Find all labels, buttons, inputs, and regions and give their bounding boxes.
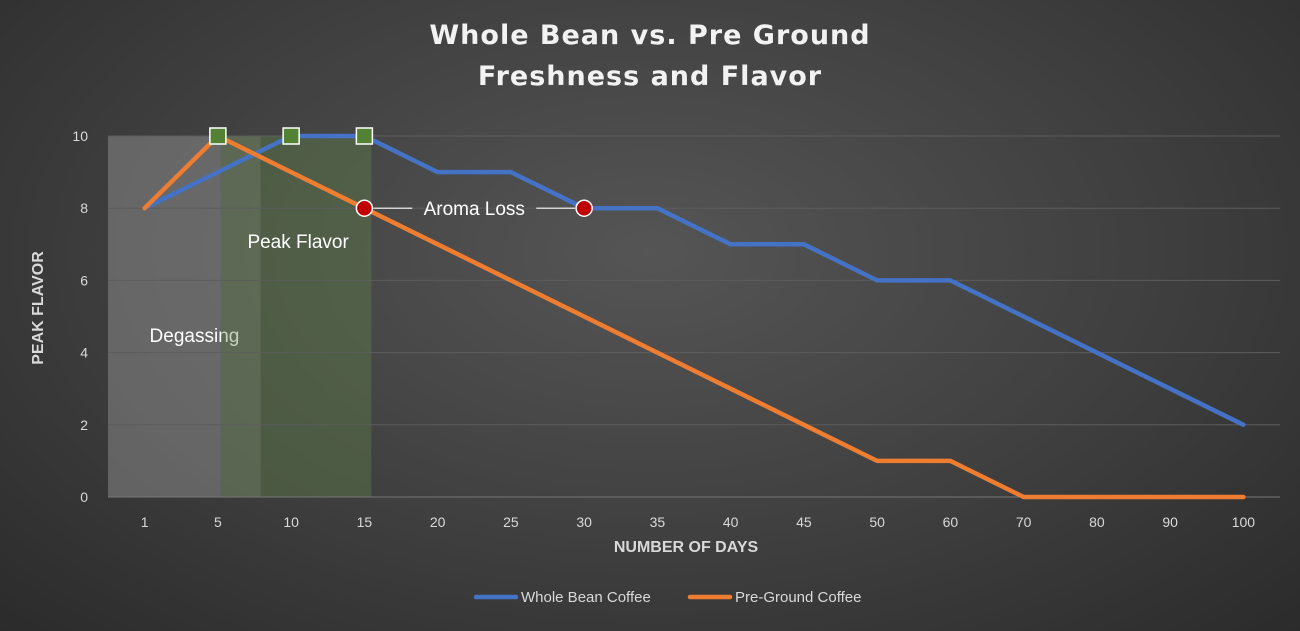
x-tick-label: 45 <box>796 514 812 530</box>
x-tick-label: 80 <box>1089 514 1105 530</box>
band-label-degassing: Degassing <box>150 326 240 347</box>
markers <box>209 127 593 217</box>
band-label-peak-flavor: Peak Flavor <box>247 232 349 253</box>
chart-title-line-2: Freshness and Flavor <box>478 61 822 92</box>
x-tick-label: 90 <box>1162 514 1178 530</box>
y-axis-title: PEAK FLAVOR <box>30 251 47 365</box>
x-tick-label: 30 <box>576 514 592 530</box>
legend-label: Pre-Ground Coffee <box>735 589 861 606</box>
x-tick-label: 1 <box>141 514 149 530</box>
x-tick-label: 35 <box>650 514 666 530</box>
aroma-loss-label: Aroma Loss <box>424 199 525 220</box>
aroma-loss-marker <box>355 199 374 217</box>
x-axis-title: NUMBER OF DAYS <box>614 539 759 556</box>
x-tick-label: 20 <box>430 514 446 530</box>
peak-flavor-marker <box>355 127 374 145</box>
y-tick-label: 0 <box>80 489 88 505</box>
x-tick-label: 15 <box>357 514 373 530</box>
x-tick-label: 25 <box>503 514 519 530</box>
annotations: Aroma Loss <box>373 199 576 220</box>
peak-flavor-marker <box>209 127 227 145</box>
x-tick-label: 5 <box>214 514 222 530</box>
x-tick-label: 40 <box>723 514 739 530</box>
y-axis-ticks: 0 2 4 6 8 10 <box>72 128 88 505</box>
x-axis-ticks: 1 5 10 15 20 25 30 35 40 45 50 60 70 80 90 100 <box>141 514 1256 530</box>
x-tick-label: 50 <box>869 514 885 530</box>
y-tick-label: 6 <box>80 272 88 288</box>
series-lines <box>142 133 1246 500</box>
y-tick-label: 8 <box>80 200 88 216</box>
chart-title-line-1: Whole Bean vs. Pre Ground <box>429 20 870 51</box>
x-tick-label: 100 <box>1232 514 1256 530</box>
x-tick-label: 60 <box>943 514 959 530</box>
band-peak-light <box>220 136 261 497</box>
legend: Whole Bean Coffee Pre-Ground Coffee <box>473 589 861 606</box>
series-line-pre-ground <box>142 133 1246 500</box>
aroma-loss-marker <box>575 199 593 217</box>
legend-label: Whole Bean Coffee <box>521 589 651 606</box>
x-tick-label: 10 <box>283 514 299 530</box>
y-tick-label: 10 <box>72 128 88 144</box>
x-tick-label: 70 <box>1016 514 1032 530</box>
peak-flavor-marker <box>282 127 300 145</box>
band-peak-dark <box>260 136 372 497</box>
series-line-whole-bean <box>142 133 1246 428</box>
y-tick-label: 4 <box>80 345 88 361</box>
y-tick-label: 2 <box>80 417 88 433</box>
